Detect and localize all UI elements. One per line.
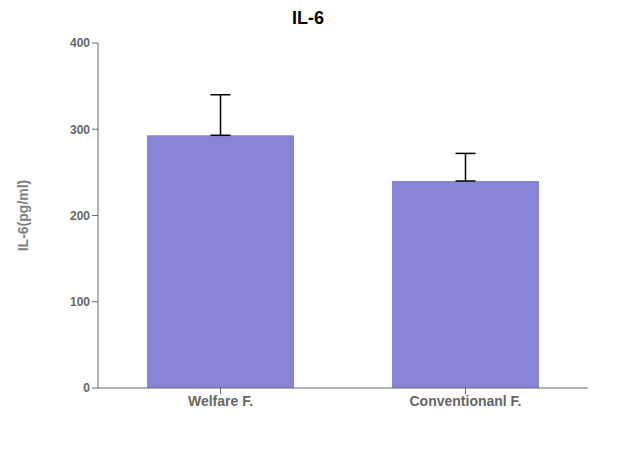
svg-text:0: 0 bbox=[83, 381, 90, 395]
svg-text:300: 300 bbox=[70, 123, 90, 137]
svg-text:Welfare F.: Welfare F. bbox=[188, 393, 253, 409]
svg-text:400: 400 bbox=[70, 36, 90, 50]
html-text:IL-6: IL-6 bbox=[292, 8, 324, 28]
svg-text:100: 100 bbox=[70, 295, 90, 309]
svg-text:IL-6(pg/ml): IL-6(pg/ml) bbox=[15, 180, 31, 252]
svg-text:200: 200 bbox=[70, 209, 90, 223]
svg-text:Conventionanl F.: Conventionanl F. bbox=[410, 393, 522, 409]
